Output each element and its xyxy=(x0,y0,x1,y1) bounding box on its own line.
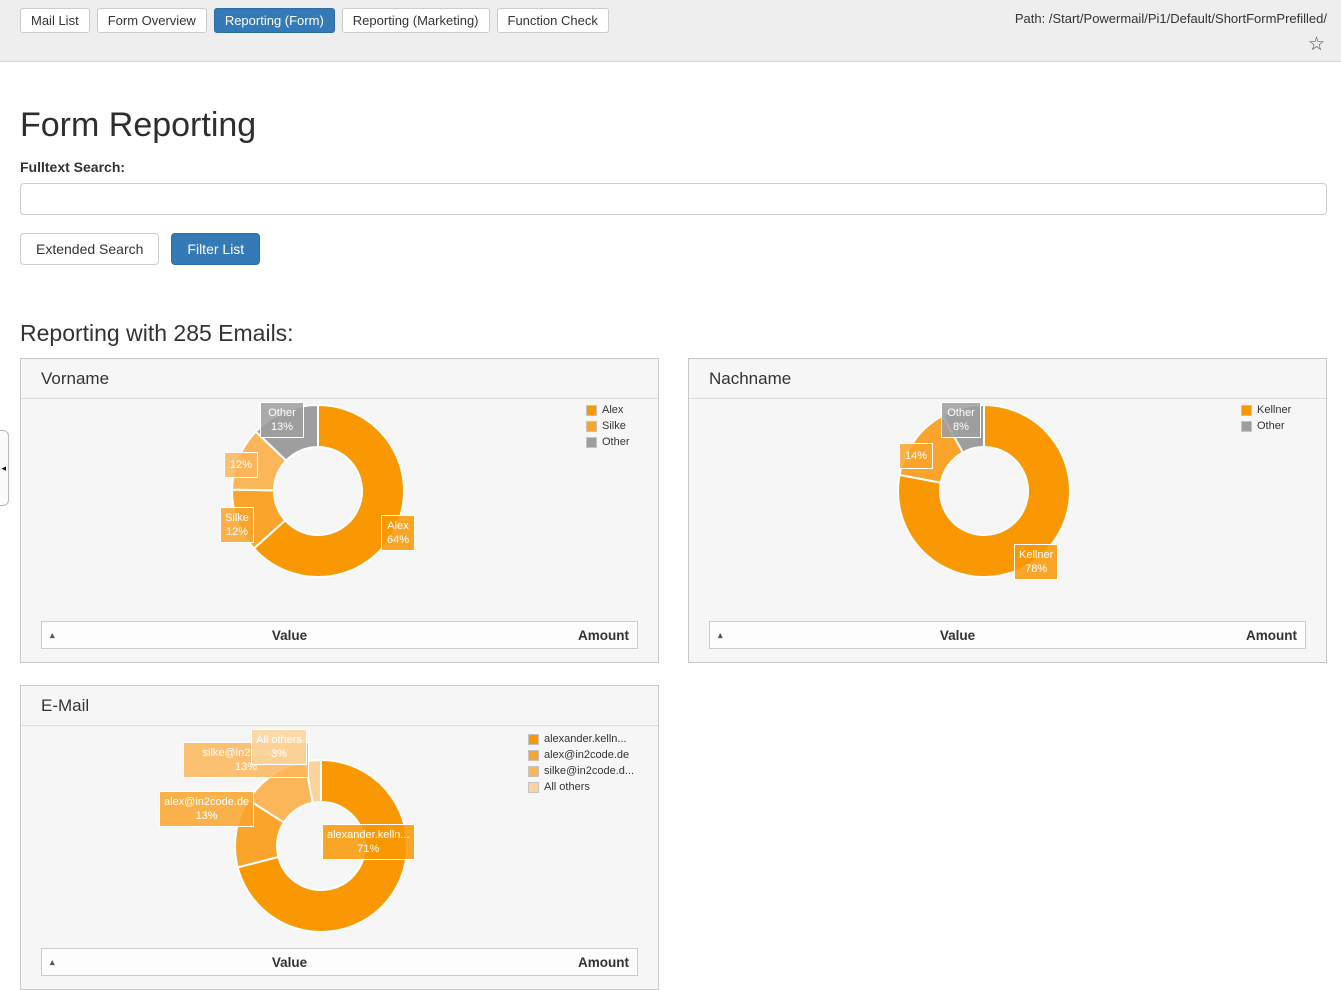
data-label: All others 3% xyxy=(251,729,307,765)
data-label: alex@in2code.de 13% xyxy=(159,791,255,827)
chart-panel-vorname: Vorname Alex 64% Silke 12% 12% Other 13% Al… xyxy=(20,358,659,663)
sort-caret-icon[interactable]: ▴ xyxy=(718,629,723,640)
pie-slice xyxy=(897,403,1071,578)
legend-item[interactable]: silke@in2code.d... xyxy=(528,763,634,779)
sort-caret-icon[interactable]: ▴ xyxy=(50,629,55,640)
legend-item[interactable]: Alex xyxy=(586,402,630,418)
donut-chart-vorname xyxy=(230,403,405,578)
legend-label: Kellner xyxy=(1257,404,1292,416)
legend-item[interactable]: Silke xyxy=(586,418,630,434)
column-header-value[interactable]: Value xyxy=(271,954,308,970)
top-toolbar: Mail List Form Overview Reporting (Form)… xyxy=(0,0,1341,62)
module-tabs: Mail List Form Overview Reporting (Form)… xyxy=(20,8,609,33)
column-header-value[interactable]: Value xyxy=(939,627,976,643)
legend-swatch-icon xyxy=(1241,404,1252,416)
pie-slice xyxy=(252,403,405,578)
result-table-header: ▴ Value Amount xyxy=(709,621,1306,649)
bookmark-star-icon[interactable]: ☆ xyxy=(1307,34,1325,55)
filter-list-button[interactable]: Filter List xyxy=(171,233,261,265)
panel-title: E-Mail xyxy=(21,686,658,726)
legend-item[interactable]: All others xyxy=(528,779,634,795)
data-label: alexander.kelln... 71% xyxy=(322,824,415,860)
legend-label: Other xyxy=(1257,420,1285,432)
column-header-value[interactable]: Value xyxy=(271,627,308,643)
panel-title: Nachname xyxy=(689,359,1326,399)
breadcrumb-path: Path: /Start/Powermail/Pi1/Default/Short… xyxy=(1014,11,1327,26)
data-label: 14% xyxy=(899,443,933,469)
result-table-header: ▴ Value Amount xyxy=(41,948,638,976)
legend-item[interactable]: Kellner xyxy=(1241,402,1291,418)
chart-panel-email: E-Mail silke@in2code.de 13% All others 3% … xyxy=(20,685,659,990)
panel-title: Vorname xyxy=(21,359,658,399)
search-buttons: Extended Search Filter List xyxy=(20,233,261,265)
extended-search-button[interactable]: Extended Search xyxy=(20,233,160,265)
legend-item[interactable]: Other xyxy=(586,434,630,450)
chart-legend: Kellner Other xyxy=(1241,402,1291,434)
fulltext-search-label: Fulltext Search: xyxy=(20,159,126,175)
column-header-amount[interactable]: Amount xyxy=(578,954,629,970)
data-label: Other 8% xyxy=(941,402,981,438)
legend-item[interactable]: alexander.kelln... xyxy=(528,731,634,747)
legend-item[interactable]: alex@in2code.de xyxy=(528,747,634,763)
legend-label: alexander.kelln... xyxy=(544,733,627,745)
legend-item[interactable]: Other xyxy=(1241,418,1291,434)
legend-label: Other xyxy=(602,436,630,448)
chart-area: silke@in2code.de 13% All others 3% alex@in… xyxy=(21,726,658,948)
chart-area: Alex 64% Silke 12% 12% Other 13% Alex Silke O… xyxy=(21,399,658,621)
legend-label: silke@in2code.d... xyxy=(544,765,635,777)
legend-swatch-icon xyxy=(528,749,539,761)
data-label: Alex 64% xyxy=(381,515,415,551)
legend-swatch-icon xyxy=(586,436,597,448)
legend-label: Silke xyxy=(602,420,626,432)
data-label: Other 13% xyxy=(260,402,304,438)
legend-label: Alex xyxy=(602,404,624,416)
tab-mail-list[interactable]: Mail List xyxy=(20,8,90,33)
tab-form-overview[interactable]: Form Overview xyxy=(96,8,207,33)
legend-swatch-icon xyxy=(586,404,597,416)
legend-label: alex@in2code.de xyxy=(544,749,630,761)
donut-chart-nachname xyxy=(897,403,1071,578)
column-header-amount[interactable]: Amount xyxy=(1246,627,1297,643)
chart-legend: alexander.kelln... alex@in2code.de silke@i… xyxy=(528,731,634,795)
legend-label: All others xyxy=(544,781,590,793)
reporting-section-heading: Reporting with 285 Emails: xyxy=(20,320,294,346)
data-label: 12% xyxy=(224,452,258,478)
data-label: Silke 12% xyxy=(220,507,254,543)
column-header-amount[interactable]: Amount xyxy=(578,627,629,643)
legend-swatch-icon xyxy=(528,781,539,793)
chart-legend: Alex Silke Other xyxy=(586,402,630,450)
tab-reporting-marketing[interactable]: Reporting (Marketing) xyxy=(341,8,490,33)
result-table-header: ▴ Value Amount xyxy=(41,621,638,649)
chart-area: Kellner 78% 14% Other 8% Kellner Other xyxy=(689,399,1326,621)
fulltext-search-input[interactable] xyxy=(20,183,1327,215)
legend-swatch-icon xyxy=(528,733,539,745)
tab-function-check[interactable]: Function Check xyxy=(496,8,609,33)
legend-swatch-icon xyxy=(528,765,539,777)
frame-collapse-handle[interactable]: ◂ xyxy=(0,430,9,506)
sort-caret-icon[interactable]: ▴ xyxy=(50,956,55,967)
legend-swatch-icon xyxy=(586,420,597,432)
tab-reporting-form[interactable]: Reporting (Form) xyxy=(213,8,335,33)
page-title: Form Reporting xyxy=(20,106,257,144)
data-label: Kellner 78% xyxy=(1014,544,1059,580)
legend-swatch-icon xyxy=(1241,420,1252,432)
chart-panel-nachname: Nachname Kellner 78% 14% Other 8% Kellner O… xyxy=(688,358,1327,663)
